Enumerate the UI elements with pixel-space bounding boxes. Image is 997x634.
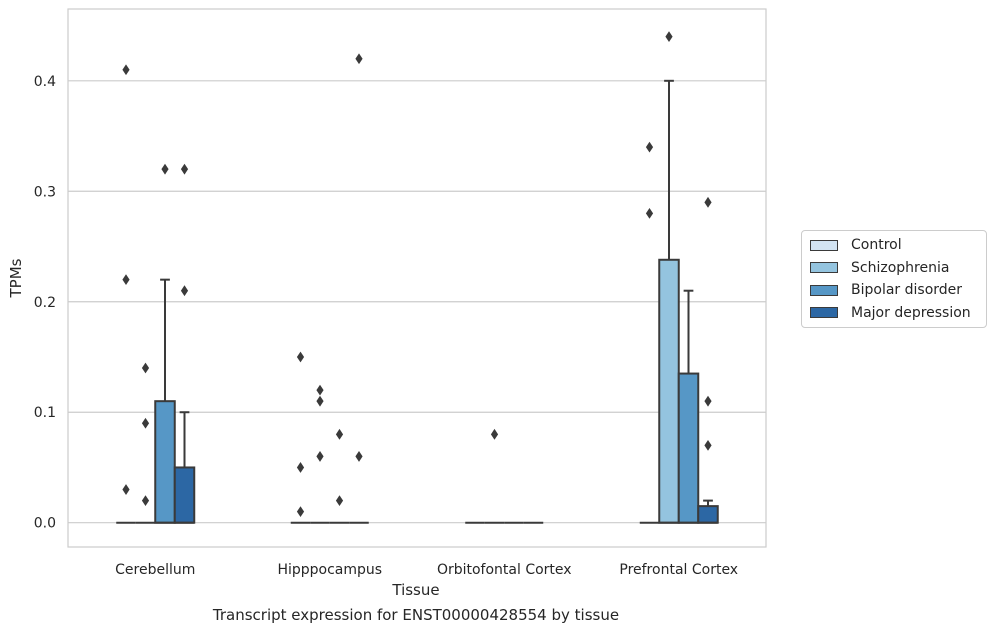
outlier-point [180, 285, 189, 297]
box-major-depression [349, 53, 369, 524]
box-control [116, 64, 136, 524]
x-tick-labels: Cerebellum Hipppocampus Orbitofontal Corte… [115, 562, 738, 578]
outlier-point [296, 351, 305, 363]
chart-caption: Transcript expression for ENST0000042855… [212, 606, 620, 624]
outlier-point [316, 395, 324, 407]
box-control [639, 141, 660, 524]
outlier-point [122, 484, 130, 495]
box-control [290, 351, 311, 524]
outlier-point [355, 451, 363, 462]
outlier-point [296, 462, 305, 473]
x-tick-label: Prefrontal Cortex [619, 562, 738, 578]
y-tick-label: 0.0 [34, 516, 56, 532]
outlier-point [122, 64, 130, 76]
box-body [658, 258, 680, 524]
x-axis-title: Tissue [391, 581, 439, 599]
plot-frame [67, 8, 767, 548]
outlier-point [704, 395, 712, 407]
legend-swatch [810, 284, 838, 296]
outlier-point [704, 196, 712, 208]
box-body [154, 400, 176, 524]
y-tick-label: 0.4 [34, 74, 56, 90]
legend-item: Bipolar disorder [802, 279, 986, 302]
outlier-point [665, 31, 673, 43]
box-body [677, 372, 700, 524]
x-tick-label: Hipppocampus [277, 562, 382, 578]
box-schizophrenia [658, 31, 680, 524]
outlier-point [704, 439, 712, 451]
outlier-point [355, 53, 363, 65]
y-tick-label: 0.2 [34, 295, 56, 311]
legend-label: Control [851, 237, 902, 254]
box-bipolar-disorder [677, 289, 700, 524]
outlier-point [335, 428, 344, 440]
legend-label: Major depression [851, 304, 971, 321]
y-axis-title: TPMs [7, 258, 25, 298]
legend-swatch [810, 307, 838, 319]
legend-swatch [810, 239, 838, 251]
outlier-point [122, 274, 130, 286]
outlier-point [645, 207, 654, 219]
legend-item: Major depression [802, 302, 986, 325]
outlier-point [141, 495, 150, 507]
box-bipolar-disorder [154, 163, 176, 524]
legend-label: Bipolar disorder [851, 282, 963, 299]
box-bipolar-disorder [329, 428, 350, 524]
box-schizophrenia [135, 362, 156, 524]
box-schizophrenia [310, 384, 330, 524]
y-tick-label: 0.1 [34, 405, 56, 421]
plot-data [116, 31, 719, 524]
outlier-point [141, 417, 150, 429]
box-body [173, 466, 196, 524]
box-major-depression [173, 163, 196, 524]
legend-label: Schizophrenia [851, 259, 950, 276]
legend-swatch [810, 262, 838, 274]
outlier-point [335, 495, 344, 507]
legend-item: Control [802, 234, 986, 257]
y-tick-label: 0.3 [34, 184, 56, 200]
outlier-point [296, 506, 305, 518]
x-tick-label: Orbitofontal Cortex [437, 562, 572, 578]
x-tick-label: Cerebellum [115, 562, 195, 578]
box-body [697, 505, 719, 524]
outlier-point [141, 362, 150, 374]
outlier-point [161, 163, 169, 175]
legend: Control Schizophrenia Bipolar disorder Majo… [801, 230, 987, 328]
y-tick-labels: 0.0 0.1 0.2 0.3 0.4 [34, 74, 56, 532]
outlier-point [316, 384, 324, 396]
box-major-depression [697, 196, 719, 524]
outlier-point [180, 163, 189, 175]
legend-item: Schizophrenia [802, 257, 986, 280]
outlier-point [490, 428, 499, 440]
box-schizophrenia [484, 428, 505, 524]
outlier-point [645, 141, 654, 153]
outlier-point [316, 451, 324, 462]
